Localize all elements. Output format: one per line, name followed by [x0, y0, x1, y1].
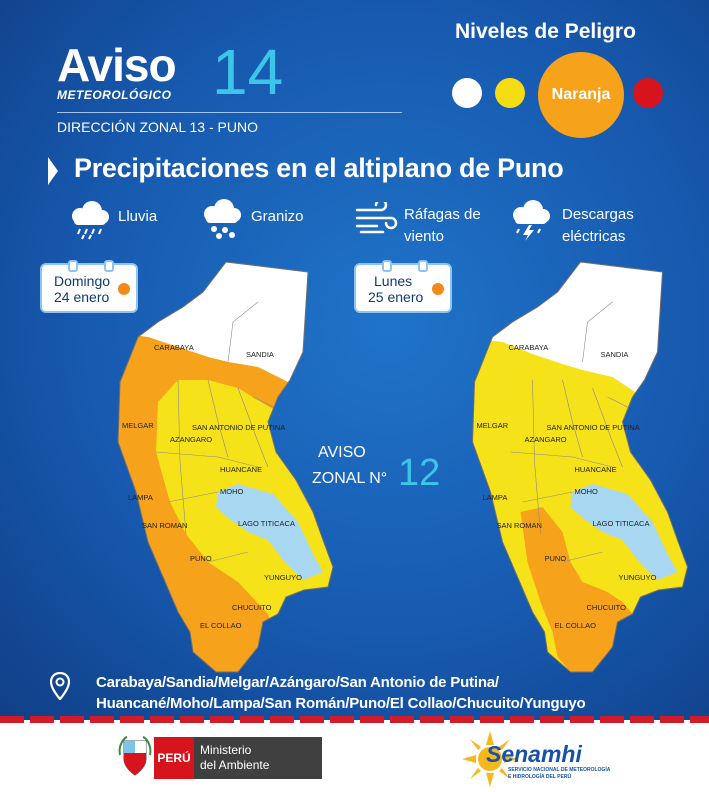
senamhi-sub-2: E HIDROLOGÍA DEL PERÚ — [508, 774, 572, 780]
date-badge-monday: Lunes 25 enero — [354, 260, 452, 313]
senamhi-wordmark: Senamhi — [486, 741, 582, 767]
map2-label-huancane: HUANCANE — [575, 465, 617, 474]
headline: Precipitaciones en el altiplano de Puno — [74, 153, 564, 183]
hazard-rain-label: Lluvia — [118, 208, 158, 225]
date-date-monday: 25 enero — [368, 289, 424, 305]
zonal-notice-number: 12 — [398, 452, 441, 494]
level-orange-label: Naranja — [551, 86, 611, 103]
orange-level-marker — [118, 283, 130, 295]
lightning-cloud-icon — [513, 200, 550, 241]
level-yellow-dot — [495, 78, 525, 108]
rain-cloud-icon — [72, 201, 109, 240]
map1-label-lampa: LAMPA — [128, 493, 153, 502]
date-badge-sunday: Domingo 24 enero — [40, 260, 138, 313]
map1-label-puno: PUNO — [190, 554, 212, 563]
map1-label-chucuito: CHUCUITO — [232, 603, 272, 612]
map2-label-san-roman: SAN ROMAN — [497, 521, 542, 530]
footer: PERÚ Ministerio del Ambiente Senamhi SER… — [0, 723, 709, 792]
header-divider — [57, 112, 402, 113]
hazard-lightning-label-1: Descargas — [562, 206, 634, 223]
map1-label-carabaya: CARABAYA — [154, 343, 194, 352]
peru-label: PERÚ — [154, 737, 194, 779]
direccion-zonal: DIRECCIÓN ZONAL 13 - PUNO — [57, 119, 258, 135]
map2-label-moho: MOHO — [575, 487, 598, 496]
senamhi-sun-icon — [462, 731, 518, 787]
danger-levels-title: Niveles de Peligro — [455, 20, 636, 43]
map1-label-sandia: SANDIA — [246, 350, 274, 359]
headline-arrow-icon — [48, 157, 58, 185]
aviso-number: 14 — [212, 36, 284, 108]
calendar-ring-icon — [382, 260, 392, 272]
date-date-sunday: 24 enero — [54, 289, 110, 305]
map2-label-san-antonio: SAN ANTONIO DE PUTINA — [547, 423, 640, 432]
map-monday: CARABAYA SANDIA MELGAR AZANGARO SAN ANTO… — [471, 262, 689, 673]
ministry-logo: PERÚ Ministerio del Ambiente — [154, 737, 322, 779]
map1-label-el-collao: EL COLLAO — [200, 621, 242, 630]
ministry-line-2: del Ambiente — [200, 758, 270, 772]
hazard-hail-label: Granizo — [251, 208, 304, 225]
map2-label-sandia: SANDIA — [601, 350, 629, 359]
level-orange-dot — [538, 52, 624, 138]
map2-label-azangaro: AZANGARO — [525, 435, 567, 444]
map1-label-azangaro: AZANGARO — [170, 435, 212, 444]
map1-label-lago: LAGO TITICACA — [238, 519, 295, 528]
map1-label-yunguyo: YUNGUYO — [264, 573, 302, 582]
provinces-line-1: Carabaya/Sandia/Melgar/Azángaro/San Anto… — [96, 674, 499, 691]
orange-level-marker — [432, 283, 444, 295]
date-day-monday: Lunes — [374, 273, 413, 289]
aviso-title: Aviso — [57, 39, 177, 91]
map2-label-lampa: LAMPA — [483, 493, 508, 502]
map1-label-melgar: MELGAR — [122, 421, 154, 430]
ministry-box: Ministerio del Ambiente — [194, 737, 322, 779]
footer-stripe — [0, 716, 709, 723]
map2-label-yunguyo: YUNGUYO — [619, 573, 657, 582]
calendar-ring-icon — [104, 260, 114, 272]
hazard-wind-label-1: Ráfagas de — [404, 206, 481, 223]
meteorologico-label: METEOROLÓGICO — [57, 88, 172, 102]
provinces-line-2: Huancané/Moho/Lampa/San Román/Puno/El Co… — [96, 695, 586, 712]
map2-label-chucuito: CHUCUITO — [587, 603, 627, 612]
senamhi-sub-1: SERVICIO NACIONAL DE METEOROLOGÍA — [508, 767, 611, 773]
calendar-ring-icon — [418, 260, 428, 272]
map2-label-el-collao: EL COLLAO — [555, 621, 597, 630]
hail-cloud-icon — [204, 199, 241, 239]
map1-label-huancane: HUANCANE — [220, 465, 262, 474]
map1-label-san-roman: SAN ROMAN — [142, 521, 187, 530]
calendar-ring-icon — [68, 260, 78, 272]
peru-coat-of-arms-icon — [118, 736, 152, 776]
map1-label-moho: MOHO — [220, 487, 243, 496]
map-sunday: CARABAYA SANDIA MELGAR AZANGARO SAN ANTO… — [117, 262, 334, 673]
map2-label-lago: LAGO TITICACA — [593, 519, 650, 528]
zonal-notice-line2: ZONAL N° — [312, 470, 388, 487]
wind-gust-icon — [355, 202, 398, 234]
location-pin-icon — [50, 672, 70, 700]
map2-label-carabaya: CARABAYA — [509, 343, 549, 352]
warning-panel: Aviso METEOROLÓGICO 14 DIRECCIÓN ZONAL 1… — [0, 0, 709, 720]
level-white-dot — [452, 78, 482, 108]
map1-label-san-antonio: SAN ANTONIO DE PUTINA — [192, 423, 285, 432]
map2-label-melgar: MELGAR — [477, 421, 509, 430]
level-red-dot — [633, 78, 663, 108]
zonal-notice-line1: AVISO — [318, 444, 366, 461]
ministry-line-1: Ministerio — [200, 743, 252, 757]
hazard-wind-label-2: viento — [404, 228, 445, 245]
map2-label-puno: PUNO — [545, 554, 567, 563]
hazard-lightning-label-2: eléctricas — [562, 228, 626, 245]
date-day-sunday: Domingo — [54, 273, 111, 289]
